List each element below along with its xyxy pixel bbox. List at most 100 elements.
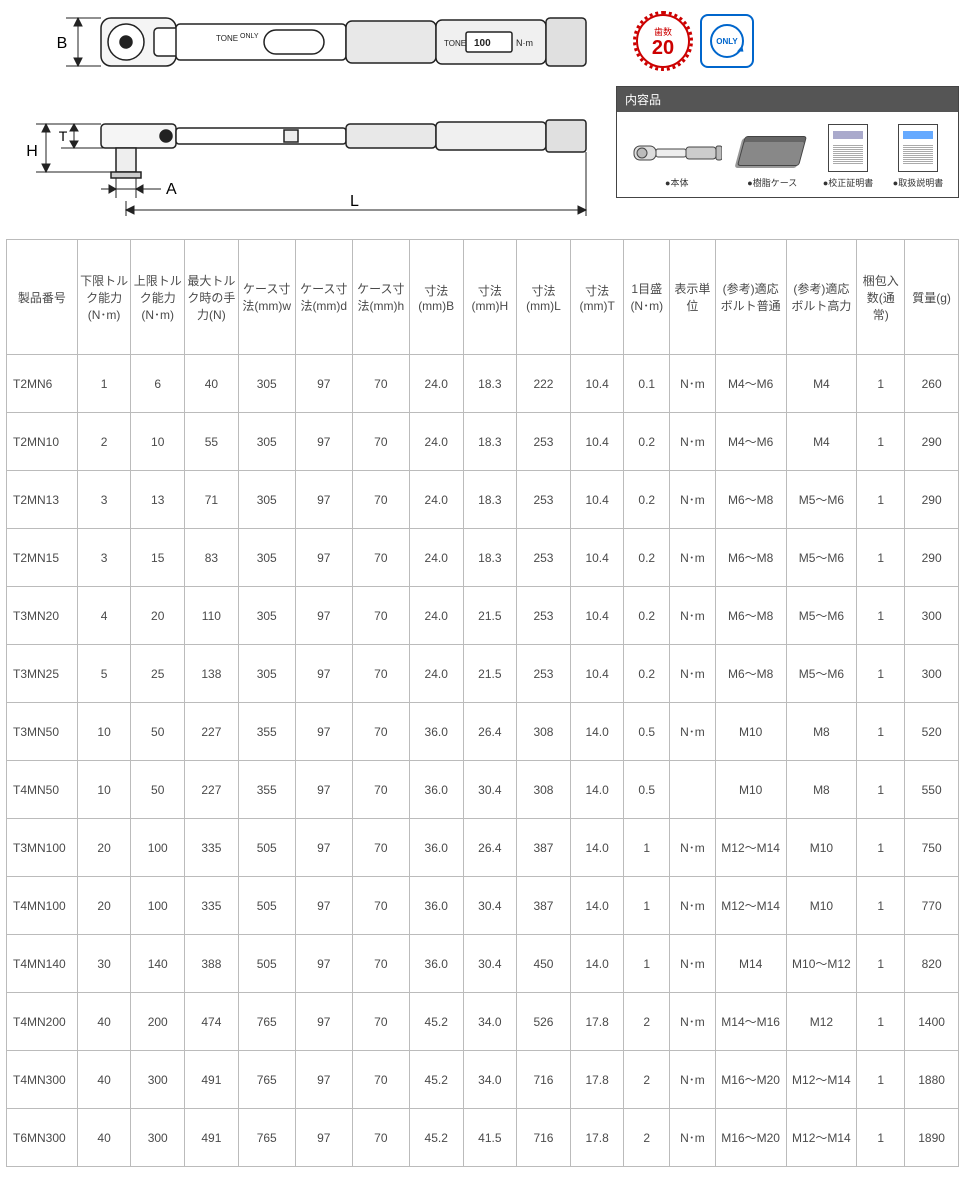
- table-cell: N･m: [670, 703, 716, 761]
- table-cell: T2MN6: [7, 355, 78, 413]
- dim-a: A: [166, 181, 177, 198]
- table-cell: 30: [77, 935, 131, 993]
- table-cell: T3MN100: [7, 819, 78, 877]
- table-cell: 253: [517, 413, 571, 471]
- table-cell: 2: [624, 1051, 670, 1109]
- table-cell: 0.2: [624, 645, 670, 703]
- table-cell: 253: [517, 529, 571, 587]
- dim-b: B: [57, 35, 68, 52]
- table-cell: 750: [905, 819, 959, 877]
- table-cell: 21.5: [463, 587, 517, 645]
- table-cell: 10.4: [570, 529, 624, 587]
- table-cell: 1: [857, 355, 905, 413]
- table-cell: 45.2: [409, 1109, 463, 1167]
- table-cell: 36.0: [409, 877, 463, 935]
- table-cell: M4: [786, 413, 857, 471]
- table-cell: 110: [185, 587, 239, 645]
- table-cell: 308: [517, 703, 571, 761]
- table-cell: 0.1: [624, 355, 670, 413]
- table-cell: 71: [185, 471, 239, 529]
- table-cell: N･m: [670, 1051, 716, 1109]
- table-cell: N･m: [670, 935, 716, 993]
- table-cell: 21.5: [463, 645, 517, 703]
- table-row: T3MN25525138305977024.021.525310.40.2N･m…: [7, 645, 959, 703]
- table-cell: 97: [295, 935, 352, 993]
- table-cell: 10: [77, 703, 131, 761]
- table-header-cell: 最大トルク時の手力(N): [185, 240, 239, 355]
- table-cell: N･m: [670, 587, 716, 645]
- table-cell: 474: [185, 993, 239, 1051]
- dim-h: H: [26, 143, 38, 160]
- table-cell: T4MN100: [7, 877, 78, 935]
- table-cell: 300: [131, 1109, 185, 1167]
- table-cell: 10.4: [570, 645, 624, 703]
- display-unit: N·m: [516, 38, 533, 48]
- table-cell: 716: [517, 1109, 571, 1167]
- table-cell: 355: [238, 761, 295, 819]
- table-cell: M4: [786, 355, 857, 413]
- table-cell: T2MN13: [7, 471, 78, 529]
- table-row: T6MN30040300491765977045.241.571617.82N･…: [7, 1109, 959, 1167]
- table-cell: 1: [857, 1051, 905, 1109]
- table-cell: 1: [624, 819, 670, 877]
- table-cell: 36.0: [409, 703, 463, 761]
- table-cell: 18.3: [463, 413, 517, 471]
- table-cell: M12: [786, 993, 857, 1051]
- table-cell: M6～M8: [715, 471, 786, 529]
- table-cell: 70: [352, 587, 409, 645]
- table-cell: M12～M14: [786, 1109, 857, 1167]
- table-cell: 4: [77, 587, 131, 645]
- table-cell: 70: [352, 529, 409, 587]
- table-cell: 387: [517, 877, 571, 935]
- table-cell: 387: [517, 819, 571, 877]
- table-cell: 505: [238, 819, 295, 877]
- table-cell: 70: [352, 413, 409, 471]
- table-cell: 305: [238, 355, 295, 413]
- table-cell: 290: [905, 471, 959, 529]
- display-value: 100: [474, 38, 491, 49]
- brand-label: TONE: [444, 39, 466, 48]
- table-row: T4MN501050227355977036.030.430814.00.5M1…: [7, 761, 959, 819]
- table-cell: 450: [517, 935, 571, 993]
- table-cell: 70: [352, 645, 409, 703]
- table-cell: 40: [77, 1109, 131, 1167]
- table-cell: 140: [131, 935, 185, 993]
- table-cell: 765: [238, 1051, 295, 1109]
- table-header-cell: (参考)適応ボルト普通: [715, 240, 786, 355]
- table-cell: 1400: [905, 993, 959, 1051]
- table-cell: 26.4: [463, 703, 517, 761]
- table-row: T4MN14030140388505977036.030.445014.01N･…: [7, 935, 959, 993]
- table-cell: 1: [857, 935, 905, 993]
- table-cell: 1: [857, 703, 905, 761]
- table-cell: N･m: [670, 993, 716, 1051]
- table-header-cell: 寸法(mm)T: [570, 240, 624, 355]
- table-cell: 25: [131, 645, 185, 703]
- contents-box: 内容品 ●本体: [616, 86, 959, 198]
- table-cell: T4MN140: [7, 935, 78, 993]
- table-header-cell: (参考)適応ボルト高力: [786, 240, 857, 355]
- table-cell: 97: [295, 1109, 352, 1167]
- table-cell: M16～M20: [715, 1051, 786, 1109]
- table-cell: 1: [857, 819, 905, 877]
- table-cell: 0.2: [624, 587, 670, 645]
- table-cell: M14: [715, 935, 786, 993]
- table-cell: M16～M20: [715, 1109, 786, 1167]
- table-header-cell: 寸法(mm)B: [409, 240, 463, 355]
- table-header-cell: 寸法(mm)H: [463, 240, 517, 355]
- table-cell: 335: [185, 877, 239, 935]
- table-cell: M10: [786, 877, 857, 935]
- table-cell: 70: [352, 471, 409, 529]
- table-cell: 290: [905, 413, 959, 471]
- table-cell: 300: [905, 587, 959, 645]
- table-row: T2MN1021055305977024.018.325310.40.2N･mM…: [7, 413, 959, 471]
- table-cell: 765: [238, 1109, 295, 1167]
- table-header-cell: 下限トルク能力(N･m): [77, 240, 131, 355]
- table-header-cell: ケース寸法(mm)h: [352, 240, 409, 355]
- table-cell: 18.3: [463, 471, 517, 529]
- table-cell: 253: [517, 471, 571, 529]
- table-cell: 3: [77, 529, 131, 587]
- table-cell: 97: [295, 703, 352, 761]
- table-cell: 227: [185, 761, 239, 819]
- table-cell: 290: [905, 529, 959, 587]
- table-cell: 10: [131, 413, 185, 471]
